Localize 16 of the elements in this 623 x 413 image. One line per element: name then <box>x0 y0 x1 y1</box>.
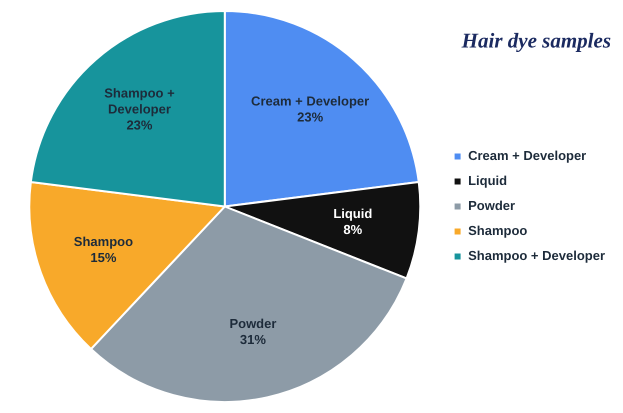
data-label: 31% <box>240 332 266 347</box>
legend-label: Cream + Developer <box>468 148 586 164</box>
data-label: 15% <box>90 250 117 265</box>
slice-label: Liquid <box>333 206 372 222</box>
legend-label: Powder <box>468 198 516 214</box>
slice-label: Shampoo + Developer <box>104 85 176 116</box>
slice-label: Cream + Developer <box>251 93 370 108</box>
slice-label: Shampoo <box>74 234 134 249</box>
legend-label: Liquid <box>468 173 508 188</box>
data-label: 23% <box>297 109 324 124</box>
data-label: 23% <box>126 117 153 132</box>
slice-label: Powder <box>229 316 276 331</box>
text: Hair dye samples <box>460 28 611 52</box>
data-label: 8% <box>343 222 363 238</box>
legend-label: Shampoo + Developer <box>468 248 606 264</box>
legend-label: Shampoo <box>468 223 528 238</box>
